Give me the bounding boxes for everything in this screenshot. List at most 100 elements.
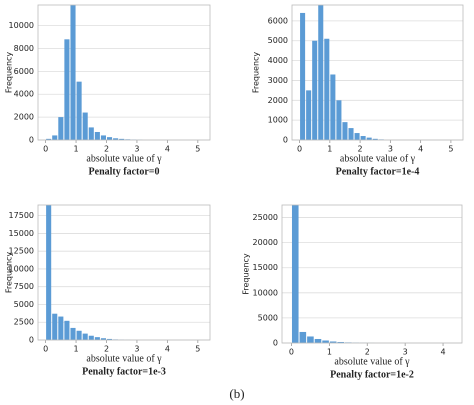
y-tick-label: 4000 bbox=[268, 56, 288, 65]
x-axis-label: absolute value of γ bbox=[334, 356, 410, 367]
bar bbox=[106, 338, 113, 340]
x-tick-label: 0 bbox=[43, 345, 48, 354]
bar bbox=[64, 39, 70, 140]
bar bbox=[106, 137, 113, 140]
bar bbox=[113, 138, 119, 140]
x-tick-label: 2 bbox=[104, 345, 109, 354]
bar bbox=[100, 135, 106, 140]
bar bbox=[58, 316, 64, 340]
bar bbox=[291, 205, 299, 343]
x-tick-label: 1 bbox=[74, 145, 79, 154]
bar bbox=[318, 5, 324, 140]
bar bbox=[354, 133, 360, 140]
x-axis-label: absolute value of γ bbox=[340, 153, 416, 164]
bar bbox=[94, 337, 100, 340]
x-axis-label: absolute value of γ bbox=[86, 153, 162, 164]
chart-title: Penalty factor=1e-2 bbox=[330, 369, 414, 380]
y-tick-label: 2000 bbox=[268, 96, 288, 105]
y-tick-label: 17500 bbox=[9, 211, 34, 220]
y-tick-label: 1000 bbox=[268, 116, 288, 125]
y-axis-label: Frequency bbox=[242, 253, 251, 295]
bar bbox=[70, 5, 76, 140]
x-tick-label: 4 bbox=[418, 145, 423, 154]
x-tick-label: 3 bbox=[388, 145, 393, 154]
y-axis-label: Frequency bbox=[5, 252, 14, 294]
y-tick-label: 5000 bbox=[268, 36, 288, 45]
y-tick-label: 6000 bbox=[14, 67, 34, 76]
bar bbox=[324, 38, 330, 140]
bar bbox=[307, 336, 314, 343]
y-tick-label: 3000 bbox=[268, 76, 288, 85]
bar bbox=[348, 128, 354, 140]
x-tick-label: 4 bbox=[441, 348, 446, 357]
plot-frame bbox=[37, 4, 211, 141]
x-axis-label: absolute value of γ bbox=[86, 353, 162, 364]
y-tick-label: 8000 bbox=[14, 44, 34, 53]
chart-title: Penalty factor=1e-3 bbox=[82, 366, 166, 377]
x-tick-label: 0 bbox=[43, 145, 48, 154]
bar bbox=[70, 327, 76, 340]
bar bbox=[82, 333, 88, 340]
bar bbox=[342, 122, 348, 140]
x-tick-label: 0 bbox=[297, 145, 302, 154]
x-tick-label: 1 bbox=[327, 145, 332, 154]
y-tick-label: 10000 bbox=[253, 288, 278, 297]
bar bbox=[94, 131, 100, 140]
bar bbox=[312, 40, 318, 141]
bar bbox=[82, 112, 88, 140]
x-tick-label: 5 bbox=[195, 145, 200, 154]
x-tick-label: 2 bbox=[104, 145, 109, 154]
y-tick-label: 6000 bbox=[268, 16, 288, 25]
bar bbox=[336, 100, 342, 140]
y-tick-label: 0 bbox=[29, 136, 34, 145]
x-tick-label: 3 bbox=[134, 345, 139, 354]
y-tick-label: 2000 bbox=[14, 113, 34, 122]
y-axis-label: Frequency bbox=[5, 52, 14, 94]
bar bbox=[76, 330, 82, 340]
x-tick-label: 4 bbox=[165, 145, 170, 154]
bar bbox=[58, 117, 64, 140]
bar bbox=[300, 12, 306, 140]
y-tick-label: 25000 bbox=[253, 213, 278, 222]
bar bbox=[360, 136, 366, 140]
y-tick-label: 0 bbox=[29, 336, 34, 345]
x-tick-label: 1 bbox=[327, 348, 332, 357]
bar bbox=[100, 338, 106, 340]
y-axis-label: Frequency bbox=[252, 52, 261, 94]
x-tick-label: 3 bbox=[403, 348, 408, 357]
y-tick-label: 2500 bbox=[14, 318, 34, 327]
y-tick-label: 10000 bbox=[9, 21, 34, 30]
y-tick-label: 12500 bbox=[9, 247, 34, 256]
x-tick-label: 4 bbox=[165, 345, 170, 354]
bar bbox=[366, 137, 372, 140]
bar bbox=[330, 74, 336, 140]
x-tick-label: 1 bbox=[74, 345, 79, 354]
y-tick-label: 5000 bbox=[258, 313, 278, 322]
bar bbox=[119, 138, 125, 140]
bar bbox=[52, 313, 58, 340]
y-tick-label: 0 bbox=[273, 339, 278, 348]
y-tick-label: 0 bbox=[283, 136, 288, 145]
y-tick-label: 15000 bbox=[9, 229, 34, 238]
x-tick-label: 2 bbox=[365, 348, 370, 357]
caption: (b) bbox=[229, 386, 244, 401]
plot-frame bbox=[281, 204, 463, 344]
x-tick-label: 3 bbox=[134, 145, 139, 154]
x-tick-label: 5 bbox=[195, 345, 200, 354]
y-tick-label: 15000 bbox=[253, 263, 278, 272]
chart-title: Penalty factor=0 bbox=[89, 166, 160, 177]
y-tick-label: 5000 bbox=[14, 300, 34, 309]
bar bbox=[46, 138, 52, 140]
y-tick-label: 7500 bbox=[14, 282, 34, 291]
chart-title: Penalty factor=1e-4 bbox=[336, 166, 420, 177]
x-tick-label: 5 bbox=[448, 145, 453, 154]
bar bbox=[314, 338, 322, 343]
x-tick-label: 0 bbox=[289, 348, 294, 357]
bar bbox=[64, 320, 70, 340]
bar bbox=[299, 331, 307, 343]
bar bbox=[306, 90, 312, 140]
bar bbox=[46, 205, 52, 340]
plot-frame bbox=[291, 4, 464, 141]
bar bbox=[337, 341, 345, 343]
bar bbox=[372, 138, 378, 140]
